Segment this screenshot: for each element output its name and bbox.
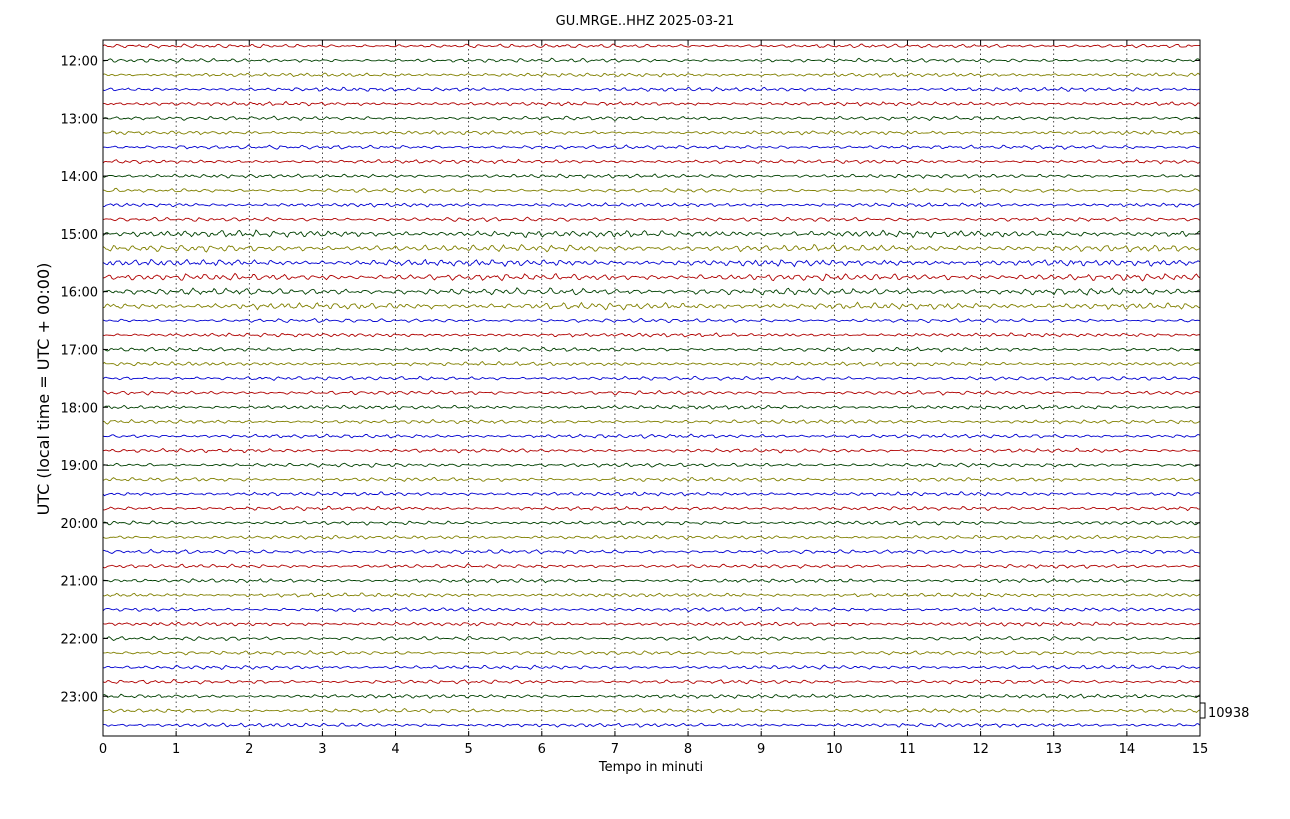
trace-line-9: [102, 173, 1200, 179]
trace-line-7: [102, 144, 1200, 150]
x-tick-label-6: 6: [538, 742, 546, 757]
trace-line-23: [102, 375, 1200, 381]
trace-lines: [102, 43, 1200, 728]
x-tick-label-11: 11: [899, 742, 916, 757]
y-tick-label-10: 22:00: [61, 632, 98, 647]
x-tick-label-2: 2: [245, 742, 253, 757]
y-tick-label-6: 18:00: [61, 401, 98, 416]
x-tick-label-9: 9: [757, 742, 765, 757]
x-tick-label-5: 5: [465, 742, 473, 757]
trace-line-10: [102, 187, 1200, 194]
trace-line-2: [102, 72, 1200, 78]
trace-line-27: [102, 433, 1200, 439]
x-tick-label-4: 4: [391, 742, 399, 757]
trace-line-20: [102, 332, 1200, 338]
trace-line-12: [102, 216, 1200, 223]
x-tick-label-1: 1: [172, 742, 180, 757]
trace-line-30: [102, 476, 1200, 482]
y-tick-label-5: 17:00: [61, 343, 98, 358]
trace-line-16: [102, 272, 1200, 282]
chart-title: GU.MRGE..HHZ 2025-03-21: [556, 14, 735, 29]
y-tick-label-3: 15:00: [61, 228, 98, 243]
trace-line-26: [102, 418, 1200, 425]
trace-line-3: [102, 86, 1200, 92]
trace-line-19: [102, 317, 1200, 324]
y-tick-label-7: 19:00: [61, 459, 98, 474]
trace-line-8: [102, 158, 1200, 165]
y-tick-label-11: 23:00: [61, 690, 98, 705]
trace-line-42: [102, 650, 1200, 656]
trace-line-32: [102, 505, 1200, 512]
x-tick-label-8: 8: [684, 742, 692, 757]
y-axis-ticks: 12:00 13:00 14:00 15:00 16:00 17:00 18:00 19:00…: [61, 54, 1200, 705]
amplitude-scale-bar: 10938: [1200, 702, 1249, 721]
trace-line-21: [102, 346, 1200, 353]
scale-label: 10938: [1208, 706, 1249, 721]
trace-line-4: [102, 100, 1200, 107]
x-tick-label-14: 14: [1119, 742, 1136, 757]
trace-line-41: [102, 635, 1200, 642]
plot-frame: [102, 39, 1201, 737]
trace-line-34: [102, 534, 1200, 541]
trace-line-17: [102, 287, 1200, 296]
x-tick-label-0: 0: [99, 742, 107, 757]
trace-line-35: [102, 548, 1200, 555]
x-tick-label-12: 12: [972, 742, 989, 757]
trace-line-11: [102, 202, 1200, 208]
x-tick-label-7: 7: [611, 742, 619, 757]
trace-line-18: [102, 301, 1200, 311]
trace-line-46: [102, 707, 1200, 714]
y-tick-label-8: 20:00: [61, 517, 98, 532]
x-axis-ticks: 0 1 2 3 4 5 6 7 8 9 10 11 12 13 14 15: [99, 40, 1208, 757]
trace-line-33: [102, 520, 1200, 526]
trace-line-6: [102, 130, 1200, 136]
trace-line-15: [102, 258, 1200, 268]
trace-line-40: [102, 621, 1200, 627]
x-tick-label-3: 3: [318, 742, 326, 757]
trace-line-28: [102, 447, 1200, 454]
y-tick-label-4: 16:00: [61, 286, 98, 301]
trace-line-22: [102, 360, 1200, 367]
trace-line-39: [102, 606, 1200, 613]
trace-line-1: [102, 57, 1200, 63]
x-tick-label-15: 15: [1192, 742, 1209, 757]
trace-line-29: [102, 462, 1200, 468]
y-tick-label-1: 13:00: [61, 112, 98, 127]
trace-line-47: [102, 722, 1200, 728]
trace-line-36: [102, 563, 1200, 569]
y-tick-label-2: 14:00: [61, 170, 98, 185]
trace-line-45: [102, 693, 1200, 699]
y-tick-label-9: 21:00: [61, 575, 98, 590]
x-axis-label: Tempo in minuti: [598, 760, 703, 775]
scale-bracket: [1200, 702, 1206, 719]
trace-line-24: [102, 389, 1200, 396]
y-tick-label-0: 12:00: [61, 54, 98, 69]
trace-line-25: [102, 404, 1200, 410]
x-tick-label-10: 10: [826, 742, 843, 757]
grid-lines: [175, 40, 1128, 736]
trace-line-37: [102, 578, 1200, 584]
trace-line-43: [102, 664, 1200, 670]
trace-line-14: [102, 243, 1200, 253]
trace-line-13: [102, 229, 1200, 239]
trace-line-44: [102, 679, 1200, 685]
x-tick-label-13: 13: [1045, 742, 1062, 757]
trace-line-0: [102, 43, 1200, 49]
trace-line-31: [102, 491, 1200, 497]
y-axis-label: UTC (local time = UTC + 00:00): [34, 263, 53, 516]
trace-line-38: [102, 592, 1200, 598]
trace-line-5: [102, 115, 1200, 121]
